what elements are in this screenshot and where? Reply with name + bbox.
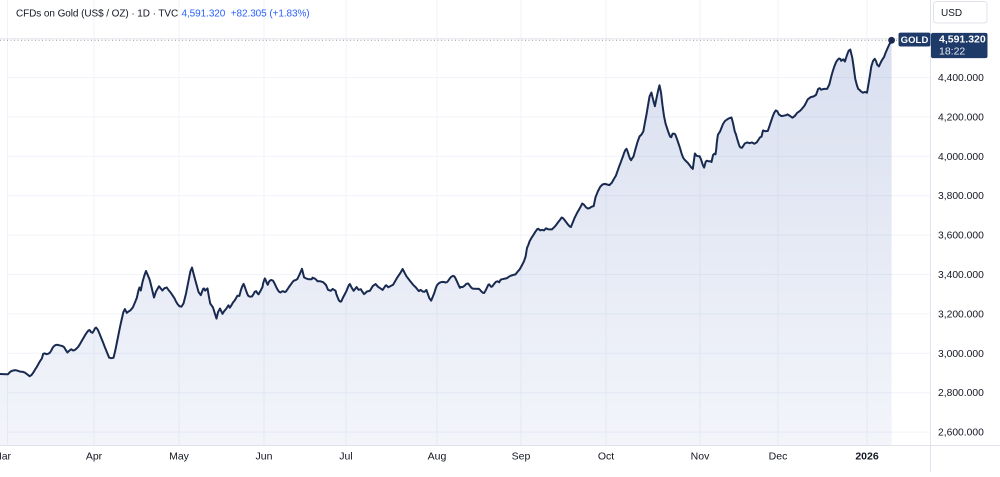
svg-text:2,800.000: 2,800.000: [938, 388, 984, 399]
svg-text:4,200.000: 4,200.000: [938, 112, 984, 123]
svg-text:4,591.320: 4,591.320: [939, 33, 986, 45]
svg-text:Mar: Mar: [0, 451, 12, 463]
svg-text:3,000.000: 3,000.000: [938, 349, 984, 360]
svg-text:3,600.000: 3,600.000: [938, 231, 984, 242]
svg-text:Jul: Jul: [339, 451, 352, 463]
svg-text:3,200.000: 3,200.000: [938, 309, 984, 320]
svg-text:CFDs on Gold (US$ / OZ) · 1D ·: CFDs on Gold (US$ / OZ) · 1D · TVC 4,591.…: [16, 9, 310, 20]
svg-text:Aug: Aug: [428, 451, 447, 463]
svg-text:May: May: [169, 451, 190, 463]
svg-text:3,400.000: 3,400.000: [938, 270, 984, 281]
svg-text:4,400.000: 4,400.000: [938, 73, 984, 84]
svg-text:Oct: Oct: [598, 451, 614, 463]
svg-text:3,800.000: 3,800.000: [938, 191, 984, 202]
svg-text:Apr: Apr: [86, 451, 103, 463]
svg-text:2026: 2026: [855, 451, 879, 463]
svg-text:18:22: 18:22: [939, 45, 965, 57]
svg-text:Jun: Jun: [256, 451, 273, 463]
svg-text:Dec: Dec: [769, 451, 788, 463]
svg-text:Sep: Sep: [512, 451, 531, 463]
svg-text:GOLD: GOLD: [901, 35, 929, 46]
svg-text:Nov: Nov: [691, 451, 710, 463]
svg-text:2,600.000: 2,600.000: [938, 428, 984, 439]
svg-text:USD: USD: [941, 8, 962, 19]
svg-text:4,000.000: 4,000.000: [938, 152, 984, 163]
